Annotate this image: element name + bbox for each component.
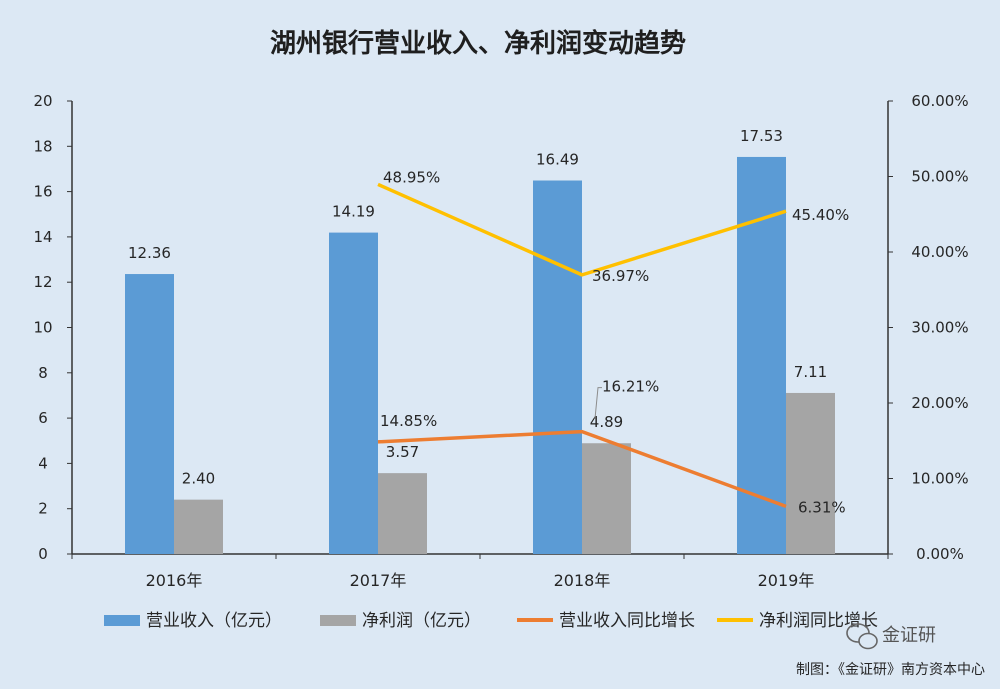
bar — [378, 473, 427, 554]
x-tick-label: 2019年 — [758, 571, 815, 590]
series-line — [377, 182, 787, 277]
bar-data-label: 16.49 — [536, 151, 579, 169]
y2-tick-label: 50.00% — [911, 168, 968, 186]
watermark-text: 金证研 — [882, 625, 936, 646]
x-tick-label: 2018年 — [554, 571, 611, 590]
bar — [533, 180, 582, 554]
bar — [737, 156, 786, 554]
x-tick-label: 2017年 — [350, 571, 407, 590]
bar — [329, 232, 378, 554]
bar — [582, 443, 631, 554]
line-data-label: 6.31% — [798, 498, 846, 516]
bars — [125, 156, 835, 554]
bar-data-label: 3.57 — [386, 443, 419, 461]
legend-label: 营业收入（亿元） — [146, 611, 282, 631]
y-tick-label: 6 — [38, 409, 48, 427]
bar-data-label: 12.36 — [128, 244, 171, 262]
bar-data-label: 17.53 — [740, 127, 783, 145]
y-tick-label: 10 — [33, 319, 52, 337]
lines — [377, 182, 787, 509]
chart-credit: 制图：《金证研》南方资本中心 — [796, 662, 985, 678]
y-tick-label: 12 — [33, 273, 52, 291]
y-tick-label: 8 — [38, 364, 48, 382]
bar — [125, 274, 174, 554]
line-data-label: 36.97% — [592, 267, 649, 285]
chart-title: 湖州银行营业收入、净利润变动趋势 — [270, 28, 686, 59]
y2-tick-label: 20.00% — [911, 394, 968, 412]
line-data-label: 48.95% — [383, 168, 440, 186]
wechat-icon — [846, 623, 878, 650]
y2-tick-label: 30.00% — [911, 319, 968, 337]
y-tick-label: 2 — [38, 500, 48, 518]
y2-tick-label: 40.00% — [911, 243, 968, 261]
legend-label: 净利润（亿元） — [362, 611, 481, 631]
legend: 营业收入（亿元） 净利润（亿元） 营业收入同比增长 净利润同比增长 — [104, 611, 878, 631]
axes: 0 2 4 6 8 10 12 14 16 18 20 0.00% 10.00% 20.00% 30.00%… — [33, 92, 968, 590]
y-tick-label: 16 — [33, 183, 52, 201]
y2-tick-label: 0.00% — [916, 545, 964, 563]
y-tick-label: 20 — [33, 92, 52, 110]
data-labels: 12.36 14.19 16.49 17.53 2.40 3.57 4.89 7.11 14.8… — [128, 127, 849, 516]
series-line — [377, 429, 787, 509]
y-tick-label: 14 — [33, 228, 52, 246]
y2-tick-label: 60.00% — [911, 92, 968, 110]
bar-data-label: 2.40 — [182, 470, 215, 488]
legend-swatch — [320, 615, 356, 626]
y-tick-label: 18 — [33, 137, 52, 155]
line-data-label: 14.85% — [380, 412, 437, 430]
bar — [786, 392, 835, 554]
x-tick-label: 2016年 — [146, 571, 203, 590]
line-data-label: 45.40% — [792, 206, 849, 224]
bar-data-label: 7.11 — [794, 363, 827, 381]
bar — [174, 499, 223, 554]
bar-data-label: 4.89 — [590, 413, 623, 431]
leader-line — [594, 387, 602, 419]
legend-label: 营业收入同比增长 — [559, 611, 695, 631]
legend-label: 净利润同比增长 — [759, 611, 878, 631]
y-tick-label: 4 — [38, 454, 48, 472]
line-data-label: 16.21% — [602, 378, 659, 396]
bar-data-label: 14.19 — [332, 203, 375, 221]
y2-tick-label: 10.00% — [911, 470, 968, 488]
watermark: 金证研 — [846, 623, 936, 650]
y-tick-label: 0 — [38, 545, 48, 563]
legend-swatch — [104, 615, 140, 626]
